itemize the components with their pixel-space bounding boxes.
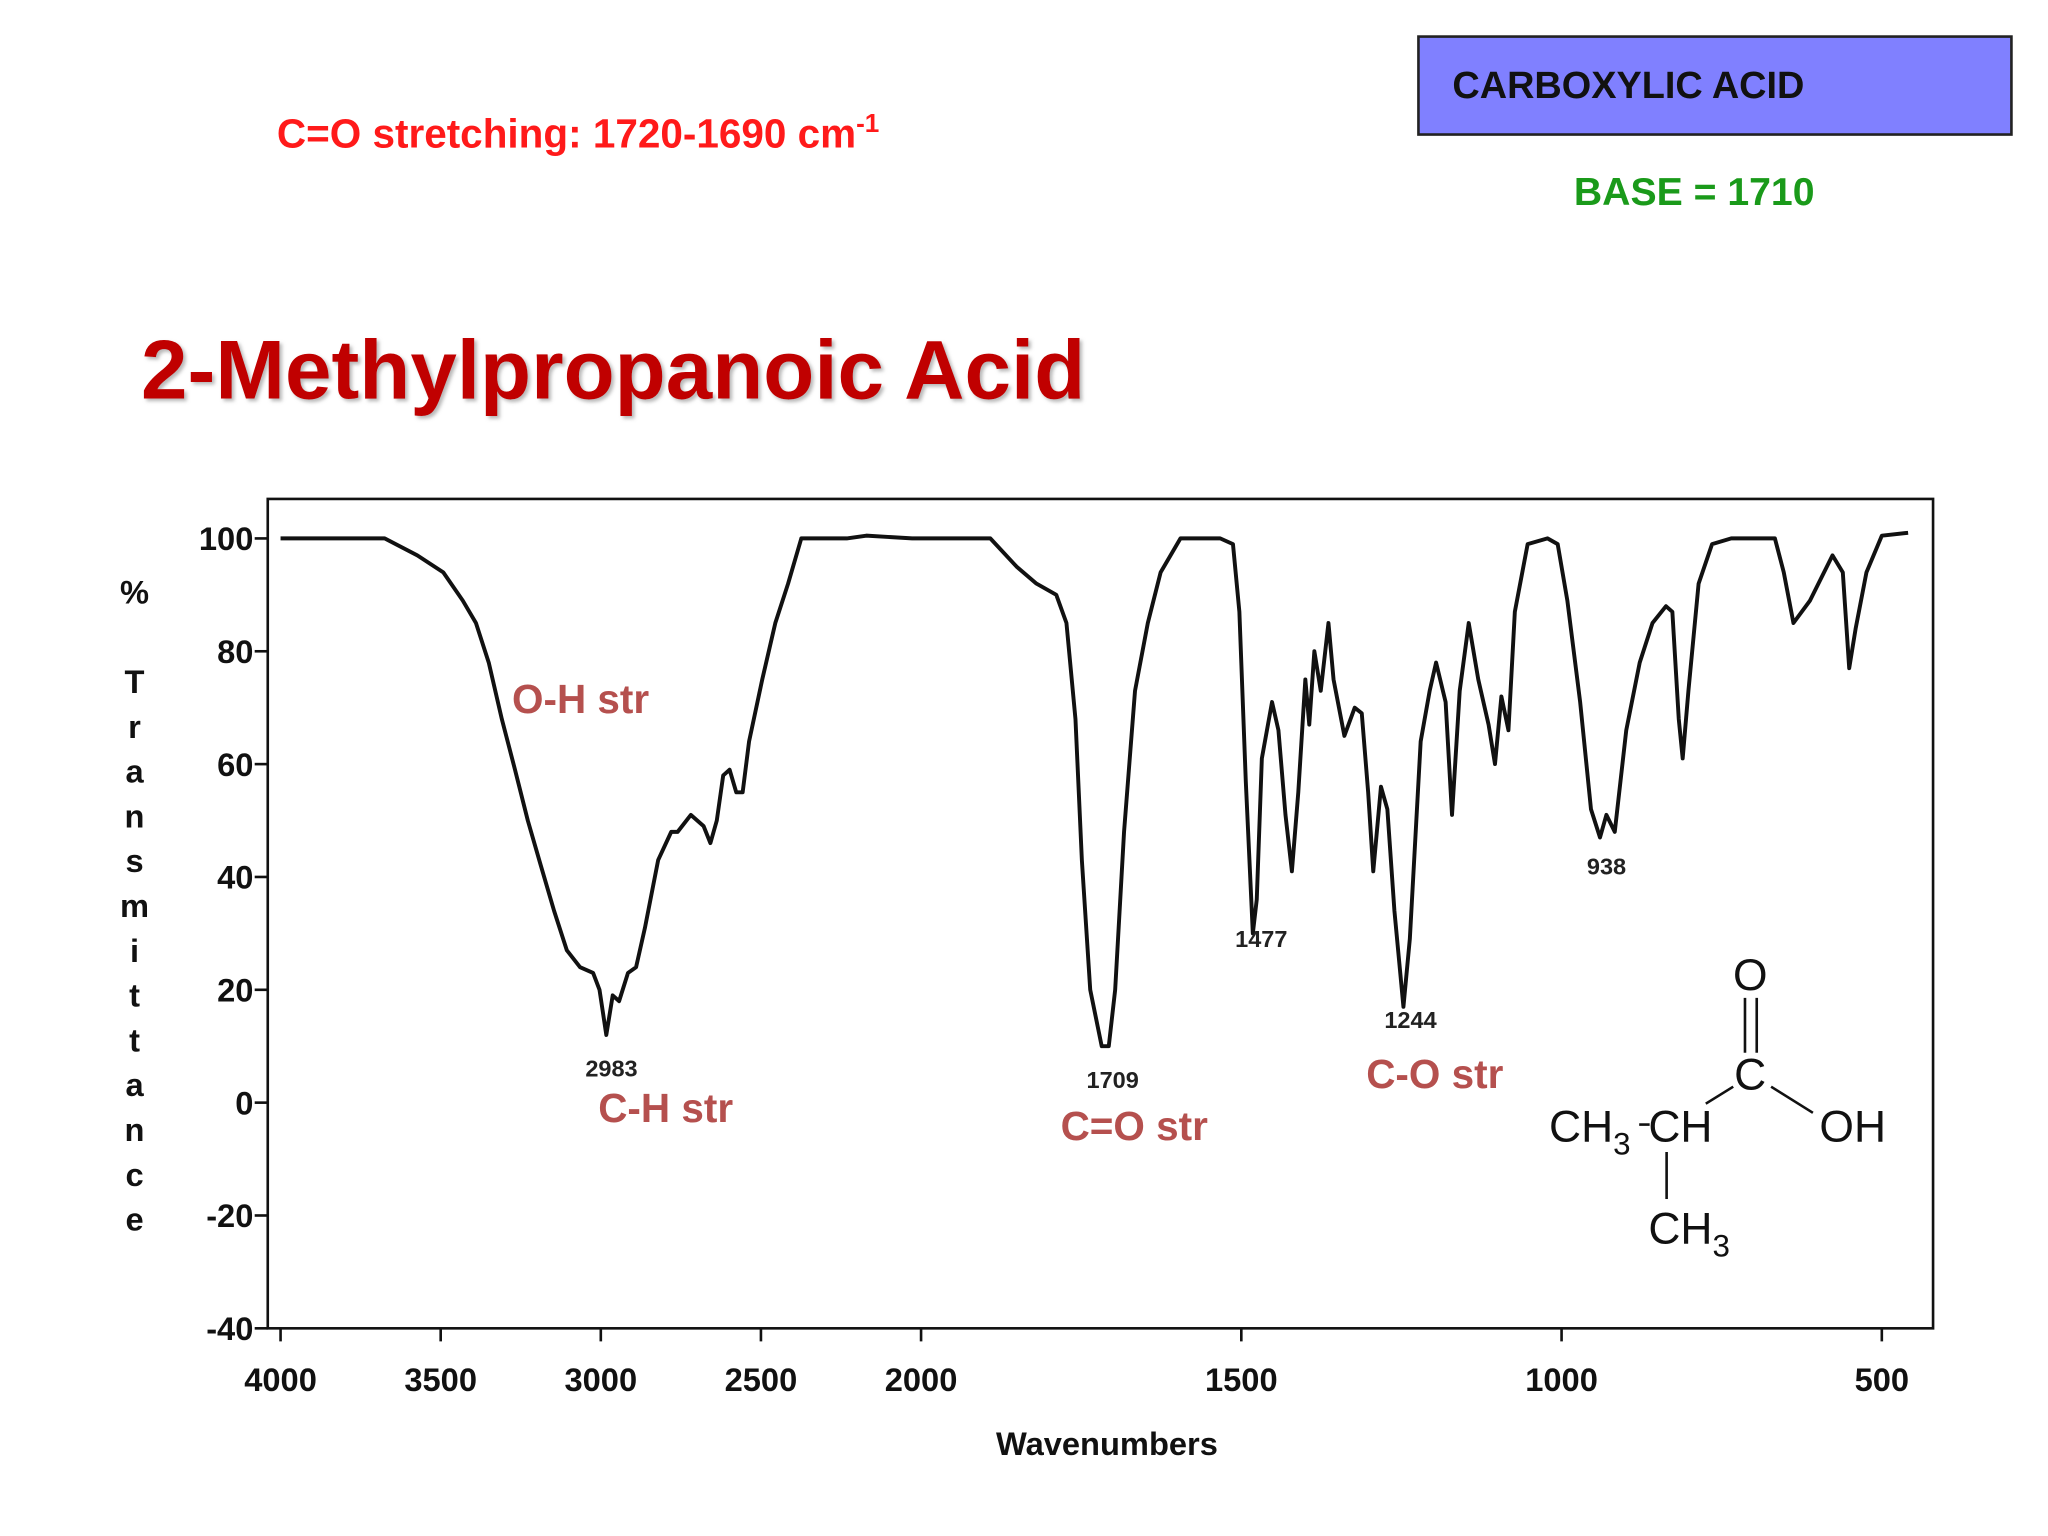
peak-label: 1477 [1235,926,1287,952]
group-text: CH [1549,1103,1613,1152]
y-tick-label: 40 [217,859,253,896]
group-label: CH3 [1648,1204,1730,1263]
atom-label: OH [1819,1103,1886,1152]
band-label: C-H str [598,1085,733,1131]
bond [1705,1085,1734,1105]
stretch-note: C=O stretching: 1720-1690 cm-1 [277,108,879,157]
group-sub: 3 [1613,1127,1630,1162]
band-label: C=O str [1061,1103,1209,1149]
peak-label: 1709 [1087,1067,1139,1093]
x-tick-label: 3000 [565,1361,638,1398]
atom-label: O [1733,951,1768,1000]
y-tick-label: 0 [235,1084,253,1121]
x-tick-label: 3500 [404,1361,477,1398]
slide-title: 2-Methylpropanoic Acid [141,322,1085,416]
plot-frame [266,497,1935,1330]
y-tick-label: 60 [217,746,253,783]
peak-label: 938 [1587,854,1626,880]
x-axis-label: Wavenumbers [996,1425,1218,1462]
band-label: O-H str [512,676,649,722]
atom-label: C [1734,1050,1766,1099]
x-tick-label: 1500 [1205,1361,1278,1398]
x-tick-label: 2000 [885,1361,958,1398]
x-tick-label: 4000 [244,1361,317,1398]
peak-label: 1244 [1384,1007,1436,1033]
base-label: BASE = 1710 [1574,171,1815,214]
y-tick-label: -40 [206,1310,253,1347]
x-tick-label: 2500 [725,1361,798,1398]
x-tick-label: 1000 [1525,1361,1598,1398]
y-tick-label: 100 [199,520,253,557]
note-sup: -1 [856,108,879,138]
bond [1770,1085,1814,1114]
y-tick-label: 80 [217,633,253,670]
x-tick-label: 500 [1855,1361,1909,1398]
spectrum-line [280,530,1909,1049]
group-label: CH3 [1549,1103,1631,1162]
group-sub: 3 [1712,1228,1729,1263]
y-tick-label: -20 [206,1197,253,1234]
group-text: CH [1648,1204,1712,1253]
note-text: C=O stretching: 1720-1690 cm [277,111,856,157]
atom-label: CH [1648,1103,1712,1152]
peak-label: 2983 [585,1056,637,1082]
y-tick-label: 20 [217,972,253,1009]
class-label: CARBOXYLIC ACID [1452,65,1804,107]
class-box [1417,35,2013,136]
band-label: C-O str [1366,1051,1503,1097]
